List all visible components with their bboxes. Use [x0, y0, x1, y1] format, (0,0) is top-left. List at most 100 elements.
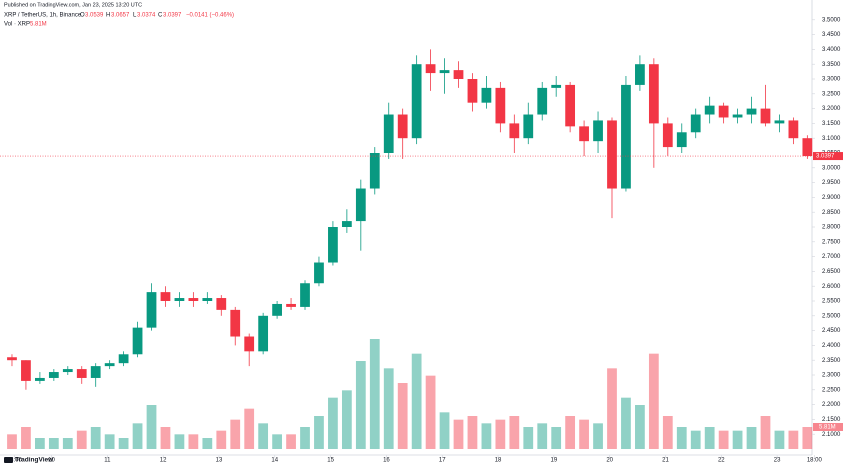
y-tick-label: 2.3500	[822, 358, 841, 364]
volume-bar	[383, 368, 394, 449]
y-tick-label: 2.5500	[822, 299, 841, 305]
logo-text: TradingView	[15, 457, 54, 464]
volume-bar	[453, 419, 464, 449]
volume-bar	[579, 419, 589, 449]
y-tick-label: 3.3500	[822, 62, 841, 68]
volume-bar	[746, 427, 757, 449]
volume-bar	[607, 368, 617, 449]
candle-body	[286, 303, 296, 307]
candle-body	[7, 357, 17, 361]
y-tick-label: 2.7000	[822, 254, 841, 260]
candle-body	[244, 336, 255, 352]
y-tick-label: 2.4500	[822, 328, 841, 334]
candle-body	[704, 105, 715, 115]
y-tick-label: 2.3000	[822, 373, 841, 379]
y-tick-label: 2.7500	[822, 239, 841, 245]
volume-bar	[258, 423, 269, 449]
ohlc-key: C	[158, 13, 163, 19]
volume-bar	[132, 423, 143, 449]
x-tick-label: 13	[216, 458, 223, 464]
candle-body	[300, 283, 310, 307]
x-tick-label: 23	[774, 458, 781, 464]
y-tick-label: 2.5000	[822, 313, 841, 319]
volume-bar	[314, 416, 324, 449]
y-tick-label: 2.2000	[822, 402, 841, 408]
candle-body	[690, 114, 701, 133]
volume-bar	[732, 430, 743, 449]
candle-body	[160, 292, 171, 301]
y-tick-label: 3.0000	[822, 165, 841, 171]
volume-bar	[355, 361, 366, 449]
y-tick-label: 2.8500	[822, 210, 841, 216]
volume-bar	[216, 430, 227, 449]
volume-bar	[676, 427, 687, 449]
volume-bar	[35, 438, 45, 449]
candle-body	[732, 114, 743, 118]
last-price-box	[813, 152, 843, 161]
candle-body	[481, 87, 492, 103]
y-tick-label: 3.4000	[822, 47, 841, 53]
volume-layer	[7, 339, 813, 449]
volume-bar	[286, 434, 296, 449]
volume-bar	[397, 383, 408, 449]
volume-bar	[7, 434, 17, 449]
x-tick-label: 17	[439, 458, 446, 464]
candle-body	[146, 292, 157, 328]
candle-body	[523, 114, 534, 139]
y-tick-label: 2.9500	[822, 180, 841, 186]
volume-bar	[718, 430, 729, 449]
y-tick-label: 3.5000	[822, 17, 841, 23]
footer-logo: TradingView	[4, 457, 54, 464]
x-tick-label: 21	[662, 458, 669, 464]
candle-body	[425, 64, 436, 74]
candle-body	[355, 188, 366, 222]
candle-body	[35, 377, 45, 381]
x-tick-label: 11	[104, 458, 111, 464]
y-tick-label: 2.1500	[822, 417, 841, 423]
candle-body	[621, 84, 631, 189]
candle-body	[788, 120, 799, 139]
change: −0.0141 (−0.46%)	[186, 13, 234, 19]
volume-bar	[188, 434, 199, 449]
candle-body	[648, 64, 659, 124]
candle-body	[174, 298, 185, 301]
candle-body	[328, 227, 338, 263]
legend: XRP / TetherUS, 1h, Binance O 3.0539 H 3…	[4, 13, 234, 28]
volume-bar	[202, 438, 213, 449]
candle-body	[439, 70, 450, 74]
candle-layer	[7, 49, 813, 390]
volume-bar	[62, 438, 73, 449]
candle-body	[62, 369, 73, 373]
candle-body	[676, 132, 687, 148]
candle-body	[537, 87, 548, 115]
y-tick-label: 2.8000	[822, 225, 841, 231]
volume-legend: Vol · XRP	[4, 22, 30, 28]
volume-legend-value: 5.81M	[30, 22, 47, 28]
volume-bar	[425, 375, 436, 449]
volume-bar	[230, 419, 241, 449]
x-tick-label: 14	[271, 458, 278, 464]
ohlc-value: 3.0374	[137, 13, 156, 19]
volume-bar	[90, 427, 101, 449]
volume-bar	[662, 416, 673, 449]
candle-body	[230, 309, 241, 337]
x-tick-label: 08:00	[7, 458, 23, 464]
ohlc-key: O	[80, 13, 85, 19]
x-tick-label: 15	[327, 458, 334, 464]
last-price-label: 3.0397	[816, 154, 835, 160]
candle-body	[258, 315, 269, 352]
candle-body	[188, 298, 199, 301]
volume-bar	[104, 434, 115, 449]
volume-bar	[509, 416, 520, 449]
candle-body	[551, 84, 562, 88]
candle-body	[509, 123, 520, 139]
candle-body	[453, 70, 464, 79]
volume-bar	[272, 434, 282, 449]
y-tick-label: 2.2500	[822, 387, 841, 393]
candle-body	[314, 262, 324, 284]
volume-bar	[411, 353, 422, 449]
candle-body	[48, 372, 59, 378]
candle-body	[272, 303, 282, 316]
y-tick-label: 3.4500	[822, 32, 841, 38]
